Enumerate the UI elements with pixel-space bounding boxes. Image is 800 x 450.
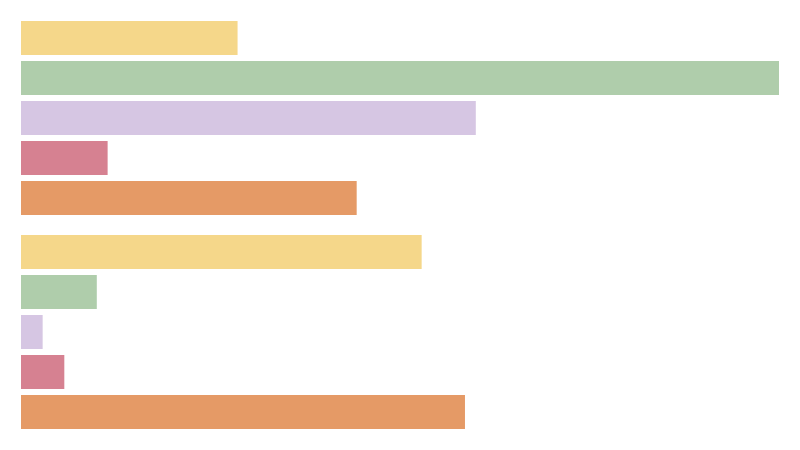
bars-layer [21,21,779,429]
bar-g2-b5 [21,395,465,429]
bar-g2-b1 [21,235,422,269]
bar-group-1 [21,21,779,215]
bar-group-2 [21,235,465,429]
bar-g2-b4 [21,355,65,389]
bar-g1-b4 [21,141,108,175]
bar-g1-b1 [21,21,238,55]
bar-g2-b2 [21,275,97,309]
bar-g1-b5 [21,181,357,215]
bar-g2-b3 [21,315,43,349]
bar-g1-b3 [21,101,476,135]
bar-g1-b2 [21,61,779,95]
